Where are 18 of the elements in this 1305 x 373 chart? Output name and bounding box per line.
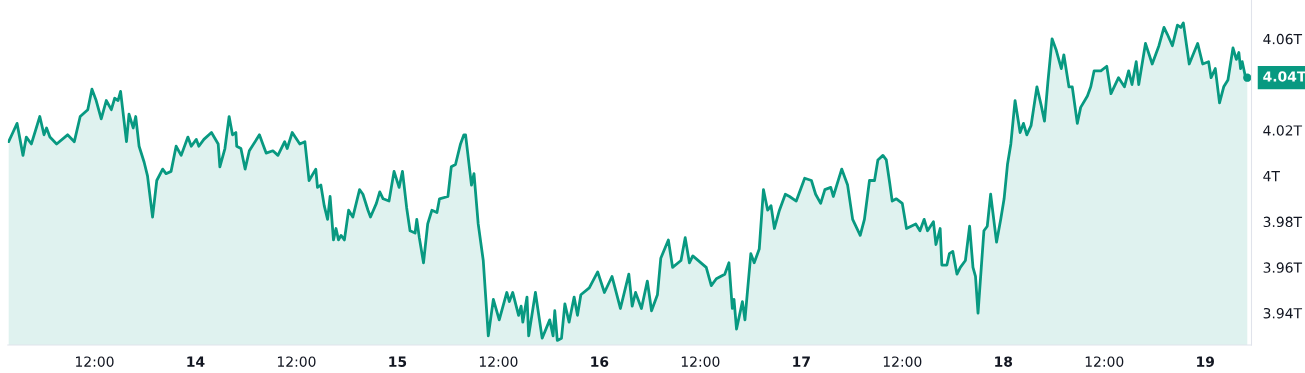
x-tick-label: 12:00 (479, 356, 518, 367)
x-tick-label: 12:00 (277, 356, 316, 367)
x-tick-label: 12:00 (681, 356, 720, 367)
x-tick-label: 16 (591, 356, 609, 367)
x-tick-label: 17 (793, 356, 810, 367)
x-tick-label: 12:00 (76, 356, 114, 367)
x-tick-label: 19 (1197, 356, 1214, 367)
y-tick-label: 4T (1263, 171, 1280, 182)
y-tick-label: 3.98T (1263, 216, 1303, 228)
y-tick-label: 4.06T (1263, 33, 1303, 45)
y-tick-label: 3.94T (1263, 308, 1303, 319)
x-tick-label: 18 (995, 356, 1013, 367)
x-tick-label: 12:00 (1085, 356, 1124, 367)
y-tick-label: 3.96T (1263, 262, 1303, 273)
x-tick-label: 14 (187, 356, 205, 367)
x-tick-label: 12:00 (883, 356, 922, 367)
x-tick-label: 15 (389, 356, 407, 367)
y-tick-label: 4.02T (1263, 125, 1303, 136)
